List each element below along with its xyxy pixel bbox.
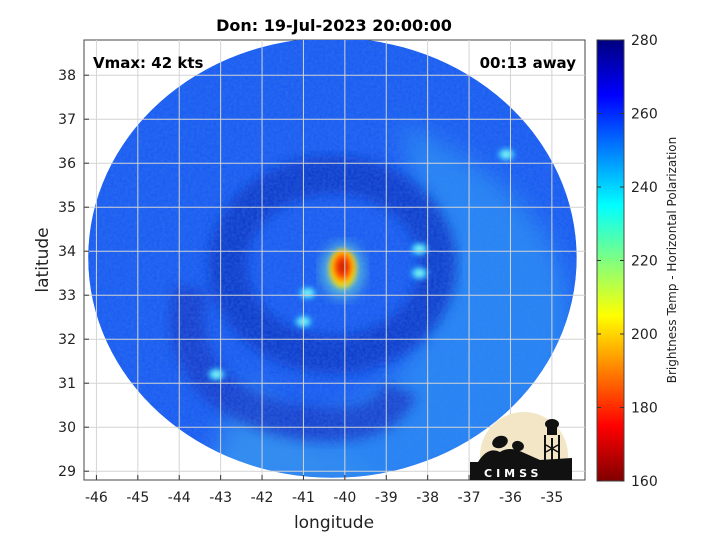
colorbar-tick-label: 240	[631, 180, 658, 196]
y-tick-label: 35	[58, 200, 76, 216]
y-tick-label: 29	[58, 464, 76, 480]
colorbar-tick-label: 200	[631, 327, 658, 343]
colorbar-tick-label: 160	[631, 474, 658, 490]
x-tick-label: -36	[499, 490, 522, 506]
y-tick-label: 33	[58, 288, 76, 304]
logo-silhouette-icon	[470, 419, 572, 480]
colorbar-tick-label: 180	[631, 401, 658, 417]
chart-title: Don: 19-Jul-2023 20:00:00	[216, 16, 452, 35]
colorbar-ticks: 160 180 200 220 240 260 280	[597, 33, 658, 490]
bright-spots	[205, 146, 518, 383]
x-tick-label: -44	[168, 490, 191, 506]
colorbar-tick-label: 220	[631, 254, 658, 270]
logo-text: CIMSS	[484, 467, 542, 480]
x-tick-label: -37	[458, 490, 481, 506]
convective-spot	[495, 146, 518, 163]
warm-core	[320, 242, 365, 299]
x-axis-label: longitude	[294, 513, 374, 533]
x-tick-label: -38	[416, 490, 439, 506]
x-tick-label: -41	[292, 490, 315, 506]
y-tick-label: 37	[58, 112, 76, 128]
convective-spot	[408, 241, 431, 257]
y-tick-label: 31	[58, 376, 76, 392]
vmax-annotation: Vmax: 42 kts	[93, 54, 203, 72]
y-tick-label: 36	[58, 156, 76, 172]
x-tick-label: -40	[333, 490, 356, 506]
colorbar: 160 180 200 220 240 260 280 Brightness Temp - …	[596, 33, 679, 490]
x-tick-label: -45	[126, 490, 149, 506]
y-tick-label: 34	[58, 244, 76, 260]
x-tick-label: -35	[540, 490, 563, 506]
y-tick-label: 32	[58, 332, 76, 348]
x-tick-label: -39	[375, 490, 398, 506]
cimss-logo: CIMSS	[470, 412, 572, 480]
colorbar-gradient	[596, 39, 625, 482]
time-away-annotation: 00:13 away	[480, 54, 577, 72]
y-axis-ticks: 29 30 31 32 33 34 35 36 37 38	[58, 68, 89, 480]
convective-spot	[296, 285, 319, 301]
colorbar-label: Brightness Temp - Horizontal Polarizatio…	[665, 137, 679, 384]
y-axis-label: latitude	[33, 227, 53, 292]
map-imagery	[88, 40, 577, 478]
x-axis-ticks: -46 -45 -44 -43 -42 -41 -40 -39 -38 -37 -36 -35	[85, 475, 563, 506]
y-tick-label: 30	[58, 420, 76, 436]
warm-core-center	[328, 248, 357, 289]
x-tick-label: -46	[85, 490, 108, 506]
y-tick-label: 38	[58, 68, 76, 84]
x-tick-label: -42	[251, 490, 274, 506]
x-tick-label: -43	[209, 490, 232, 506]
colorbar-tick-label: 280	[631, 33, 658, 49]
convective-spot	[408, 265, 431, 282]
convective-spot	[205, 366, 228, 383]
colorbar-tick-label: 260	[631, 107, 658, 123]
